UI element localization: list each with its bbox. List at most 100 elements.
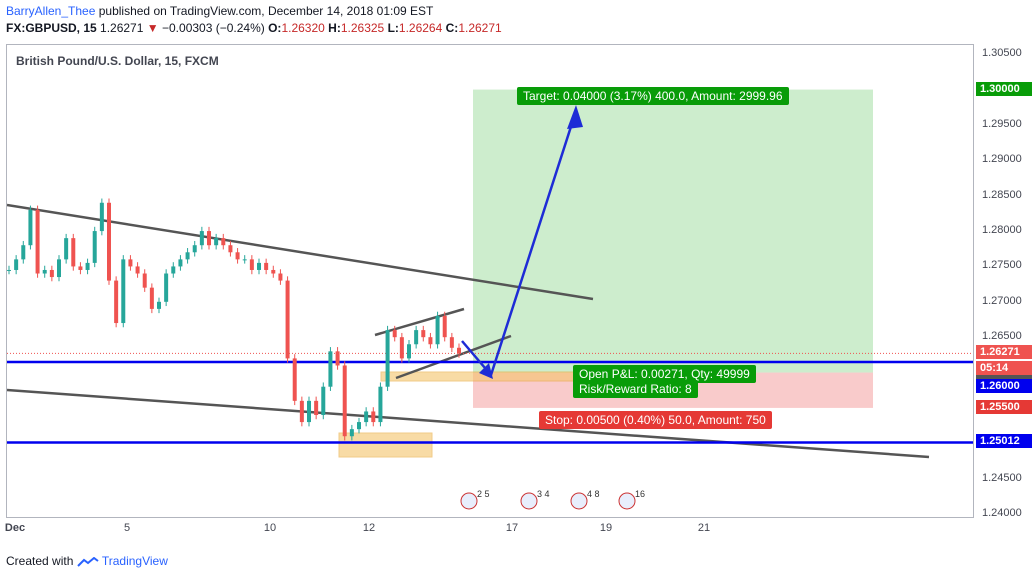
- axis-price-line-badge: 1.25500: [976, 399, 1032, 414]
- x-tick-label: 12: [362, 522, 376, 534]
- candle-body: [42, 269, 47, 274]
- candle-body: [214, 238, 219, 246]
- bar-countdown-badge: 05:14: [976, 361, 1032, 376]
- economic-event-marker[interactable]: 4 8: [570, 489, 600, 510]
- publish-line: BarryAllen_Thee published on TradingView…: [6, 3, 502, 20]
- tradingview-link[interactable]: TradingView: [101, 554, 168, 568]
- candle-body: [164, 273, 169, 302]
- publish-info: published on TradingView.com, December 1…: [98, 4, 434, 18]
- candle-body: [14, 259, 19, 270]
- low-value: 1.26264: [398, 21, 443, 35]
- candle-body: [442, 315, 447, 338]
- channel-top-line: [374, 307, 465, 337]
- candle-body: [449, 337, 454, 348]
- quote-line: FX:GBPUSD, 15 1.26271 ▼ −0.00303 (−0.24%…: [6, 20, 502, 37]
- x-tick-label: 5: [123, 522, 131, 534]
- candle-body: [78, 266, 83, 270]
- svg-text:3 4: 3 4: [537, 489, 550, 499]
- candle-body: [335, 351, 340, 366]
- candle-body: [142, 273, 147, 288]
- candle-body: [321, 386, 326, 416]
- candle-body: [49, 269, 54, 278]
- candle-body: [149, 287, 154, 309]
- candle-body: [299, 400, 304, 423]
- chart-pane[interactable]: 2 5 3 4 4 8 16 British Pound/U.S. Dollar, 1…: [6, 44, 974, 518]
- price-axis[interactable]: 1.30500 1.30000 1.29500 1.29000 1.28500 1.280…: [974, 44, 1034, 519]
- candle-body: [157, 301, 161, 309]
- y-tick-label: 1.30500: [982, 47, 1022, 60]
- candle-body: [399, 337, 404, 359]
- economic-event-marker[interactable]: 3 4: [520, 489, 550, 510]
- risk-reward-label: Risk/Reward Ratio: 8: [573, 380, 698, 398]
- candle-body: [428, 337, 433, 345]
- candle-body: [371, 411, 376, 423]
- x-tick-label: 10: [263, 522, 277, 534]
- y-tick-label: 1.24500: [982, 471, 1022, 484]
- x-tick-label: 21: [697, 522, 711, 534]
- candle-body: [171, 266, 176, 274]
- axis-price-badge: 1.30000: [976, 81, 1032, 96]
- svg-text:2 5: 2 5: [477, 489, 490, 499]
- candle-body: [285, 280, 290, 359]
- stop-label: Stop: 0.00500 (0.40%) 50.0, Amount: 750: [539, 411, 772, 429]
- open-pnl-label: Open P&L: 0.00271, Qty: 49999: [573, 365, 756, 383]
- close-value: 1.26271: [458, 21, 502, 35]
- candle-body: [349, 429, 354, 437]
- candle-body: [314, 400, 319, 416]
- candle-body: [357, 422, 361, 430]
- candle-body: [107, 202, 111, 281]
- candle-body: [342, 365, 347, 437]
- candle-body: [71, 238, 76, 267]
- created-with-text: Created with: [6, 554, 74, 568]
- candle-body: [257, 262, 261, 270]
- target-label: Target: 0.04000 (3.17%) 400.0, Amount: 2…: [517, 87, 789, 105]
- tradingview-logo-icon: [77, 556, 99, 567]
- axis-price-badge: 1.26000: [976, 378, 1032, 393]
- candle-body: [99, 202, 104, 232]
- candle-body: [249, 259, 254, 270]
- candle-body: [271, 269, 276, 274]
- down-arrow-icon: ▼: [146, 21, 159, 35]
- candle-body: [228, 245, 233, 253]
- economic-event-marker[interactable]: 2 5: [460, 489, 490, 510]
- last-price: 1.26271: [100, 21, 144, 35]
- upper-trend-line: [7, 203, 594, 301]
- open-value: 1.26320: [281, 21, 325, 35]
- candle-body: [28, 209, 33, 246]
- svg-text:4 8: 4 8: [587, 489, 600, 499]
- candle-body: [57, 259, 61, 278]
- candle-body: [378, 386, 383, 423]
- author-link[interactable]: BarryAllen_Thee: [6, 4, 96, 18]
- x-tick-label: Dec: [4, 522, 26, 534]
- axis-price-line-badge: 1.26271: [976, 345, 1032, 360]
- symbol-label: FX:GBPUSD, 15: [6, 21, 97, 35]
- profit-zone: [473, 89, 873, 373]
- candle-body: [235, 252, 240, 260]
- candle-body: [364, 411, 369, 423]
- chart-title: British Pound/U.S. Dollar, 15, FXCM: [16, 54, 219, 68]
- candle-body: [421, 330, 426, 338]
- candle-body: [292, 358, 297, 401]
- candle-body: [128, 259, 133, 267]
- candle-body: [307, 400, 311, 423]
- economic-event-marker[interactable]: 16: [618, 489, 645, 510]
- y-tick-label: 1.26500: [982, 330, 1022, 343]
- candle-body: [135, 266, 140, 274]
- candle-body: [392, 330, 397, 338]
- candle-body: [407, 344, 411, 359]
- y-tick-label: 1.28500: [982, 188, 1022, 201]
- y-tick-label: 1.27000: [982, 294, 1022, 307]
- candle-body: [199, 231, 204, 246]
- demand-zone: [338, 432, 433, 458]
- candle-body: [242, 259, 247, 261]
- candle-body: [92, 231, 97, 263]
- x-tick-label: 19: [599, 522, 613, 534]
- chart-header: BarryAllen_Thee published on TradingView…: [6, 3, 502, 37]
- price-plot[interactable]: 2 5 3 4 4 8 16: [7, 45, 974, 518]
- high-value: 1.26325: [340, 21, 385, 35]
- candle-body: [414, 330, 419, 345]
- candle-body: [457, 347, 461, 354]
- candle-body: [21, 245, 26, 260]
- candle-body: [114, 280, 119, 324]
- candle-body: [85, 262, 90, 270]
